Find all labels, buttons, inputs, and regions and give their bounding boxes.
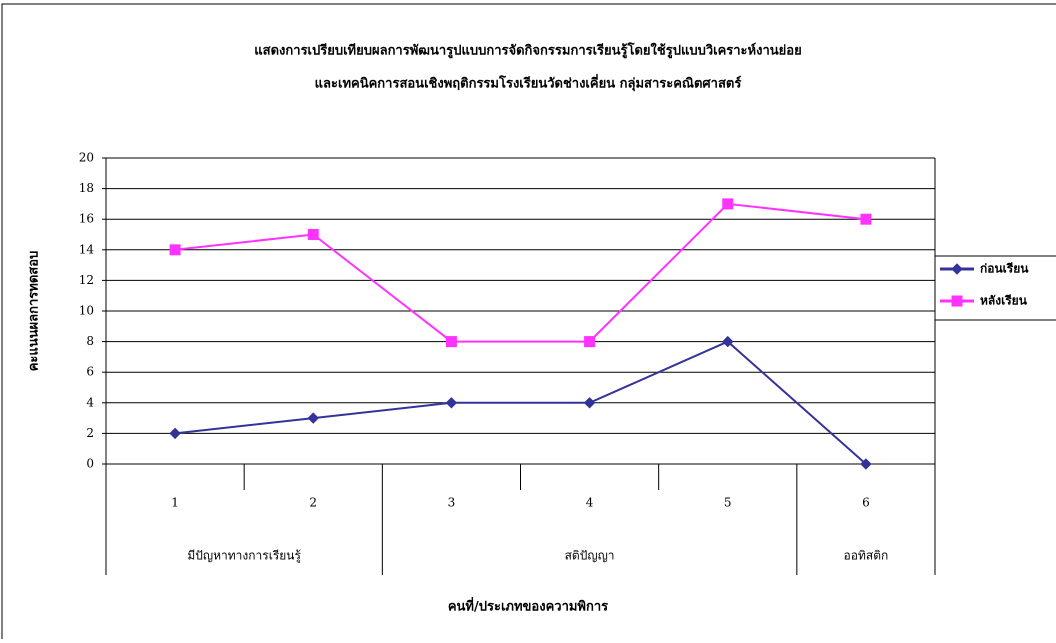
line <box>174 340 867 465</box>
marker <box>951 295 963 307</box>
marker <box>169 427 181 440</box>
marker <box>307 412 319 424</box>
marker <box>445 336 457 348</box>
marker <box>860 213 872 225</box>
y-tick-label: 12 <box>79 273 94 287</box>
chart-frame <box>1 3 1056 643</box>
y-tick-label: 6 <box>86 365 94 379</box>
legend-label: หลังเรียน <box>980 294 1028 308</box>
marker <box>584 336 596 348</box>
x-tick-label: 3 <box>448 496 456 510</box>
marker <box>445 397 458 409</box>
y-tick-label: 8 <box>86 334 94 348</box>
marker <box>860 458 872 470</box>
chart-title: แสดงการเปรียบเทียบผลการพัฒนารูปแบบการจัด… <box>254 42 801 59</box>
x-axis-title: คนที่/ประเภทของความพิการ <box>448 597 608 615</box>
chart-title: และเทคนิคการสอนเชิงพฤติกรรมโรงเรียนวัดช่… <box>315 74 742 92</box>
marker <box>722 198 734 210</box>
x-tick-label: 1 <box>171 496 179 510</box>
marker <box>307 229 319 240</box>
y-axis-title: คะแนนผลการทดสอบ <box>27 251 42 372</box>
x-tick-label: 2 <box>309 496 317 510</box>
y-tick-label: 20 <box>79 151 94 165</box>
line <box>174 202 867 343</box>
marker <box>722 335 734 348</box>
y-tick-label: 16 <box>79 212 94 226</box>
x-group-label: สติปัญญา <box>565 549 615 563</box>
y-tick-label: 2 <box>86 426 94 440</box>
y-tick-label: 10 <box>79 304 94 318</box>
marker <box>583 397 596 409</box>
x-tick-label: 6 <box>862 496 870 510</box>
y-tick-label: 0 <box>86 457 94 471</box>
x-group-label: มีปัญหาทางการเรียนรู้ <box>187 549 301 564</box>
marker <box>951 263 963 275</box>
marker <box>169 244 181 256</box>
x-group-label: ออทิสติก <box>844 549 889 563</box>
x-tick-label: 5 <box>724 496 732 510</box>
y-tick-label: 14 <box>79 242 95 256</box>
x-tick-label: 4 <box>586 496 594 510</box>
y-tick-label: 4 <box>86 395 94 409</box>
y-tick-label: 18 <box>79 181 94 195</box>
legend-label: ก่อนเรียน <box>980 262 1029 276</box>
